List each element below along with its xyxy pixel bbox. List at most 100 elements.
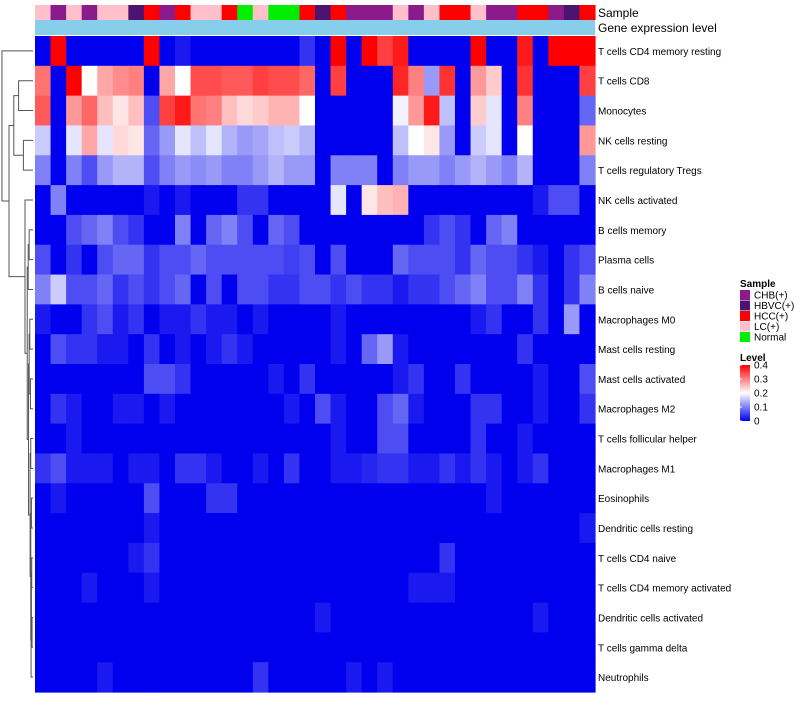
heatmap-cell [408,155,425,186]
heatmap-cell [221,364,238,395]
heatmap-cell [50,572,67,604]
heatmap-cell [470,662,487,693]
heatmap-cell [439,453,456,484]
heatmap-cell [346,393,363,425]
heatmap-cell [237,542,254,574]
heatmap-cell [35,334,52,365]
heatmap-cell [486,185,503,216]
heatmap-cell [159,632,176,663]
heatmap-cell [563,304,581,335]
heatmap-cell [361,36,378,67]
heatmap-cell [97,364,114,395]
heatmap-cell [532,542,549,574]
heatmap-cell [128,602,145,633]
heatmap-cell [361,274,378,305]
heatmap-cell [501,65,518,97]
heatmap-cell [252,155,269,186]
heatmap-cell [330,483,347,514]
heatmap-cell [423,423,441,455]
heatmap-cell [315,274,332,305]
heatmap-cell [299,36,316,67]
heatmap-cell [377,65,394,97]
heatmap-cell [128,274,145,305]
heatmap-cell [175,65,192,97]
heatmap-cell [268,632,285,663]
heatmap-cell [315,214,332,246]
heatmap-cell [268,483,285,514]
heatmap-cell [143,65,161,97]
heatmap-cell [97,244,114,276]
heatmap-cell [361,602,378,633]
heatmap-cell [470,125,487,156]
heatmap-cell [97,36,114,67]
heatmap-cell [97,304,114,335]
heatmap-cell [346,155,363,186]
heatmap-cell [315,602,332,633]
heatmap-cell [221,632,238,663]
row-label: Dendritic cells activated [598,613,703,624]
heatmap-cell [501,483,518,514]
heatmap-cell [81,602,98,633]
heatmap-cell [548,393,565,425]
heatmap-cell [361,304,378,335]
heatmap-cell [299,274,316,305]
row-labels: T cells CD4 memory resting T cells CD8 Mon… [598,47,731,684]
dendrogram-branch [18,80,33,112]
heatmap-cell [532,274,549,305]
heatmap-cell [439,393,456,425]
heatmap-cell [486,662,503,693]
heatmap-cell [190,65,207,97]
heatmap-cell [315,483,332,514]
heatmap-cell [423,632,441,663]
heatmap-cell [486,214,503,246]
heatmap-cell [548,65,565,97]
heatmap-cell [423,36,441,67]
heatmap-cell [548,214,565,246]
heatmap-cell [159,602,176,633]
heatmap-cell [35,453,52,484]
heatmap-cell [128,65,145,97]
heatmap-cell [206,65,223,97]
heatmap-cell [206,304,223,335]
heatmap-cell [330,125,347,156]
heatmap-cell [423,304,441,335]
heatmap-cell [237,95,254,127]
heatmap-cell [268,36,285,67]
heatmap-cell [486,423,503,455]
heatmap-cell [470,155,487,186]
heatmap-cell [532,185,549,216]
legend-sample-label: LC(+) [754,322,779,333]
annotation-label-gene-expression: Gene expression level [598,21,717,35]
heatmap-cell [563,423,581,455]
heatmap-cell [408,95,425,127]
heatmap-cell [548,185,565,216]
heatmap-cell [112,65,129,97]
heatmap-cell [206,244,223,276]
heatmap-cell [392,36,409,67]
heatmap-cell [470,513,487,544]
heatmap-cell [237,393,254,425]
heatmap-cell [50,274,67,305]
heatmap-cell [361,155,378,186]
row-label: Dendritic cells resting [598,524,693,535]
heatmap-cell [408,214,425,246]
heatmap-cell [206,185,223,216]
heatmap-cell [299,214,316,246]
heatmap-cell [283,572,301,604]
heatmap-cell [299,185,316,216]
heatmap-cell [315,423,332,455]
row-label: Macrophages M1 [598,464,676,475]
heatmap-cell [579,393,596,425]
row-label: NK cells resting [598,136,667,147]
heatmap-cell [237,214,254,246]
heatmap-cell [392,632,409,663]
heatmap-cell [408,572,425,604]
heatmap-cell [97,602,114,633]
heatmap-cell [206,125,223,156]
heatmap-cell [221,36,238,67]
heatmap-cell [579,185,596,216]
heatmap-cell [299,662,316,693]
heatmap-cell [315,513,332,544]
heatmap-cell [112,155,129,186]
heatmap-cell [377,274,394,305]
